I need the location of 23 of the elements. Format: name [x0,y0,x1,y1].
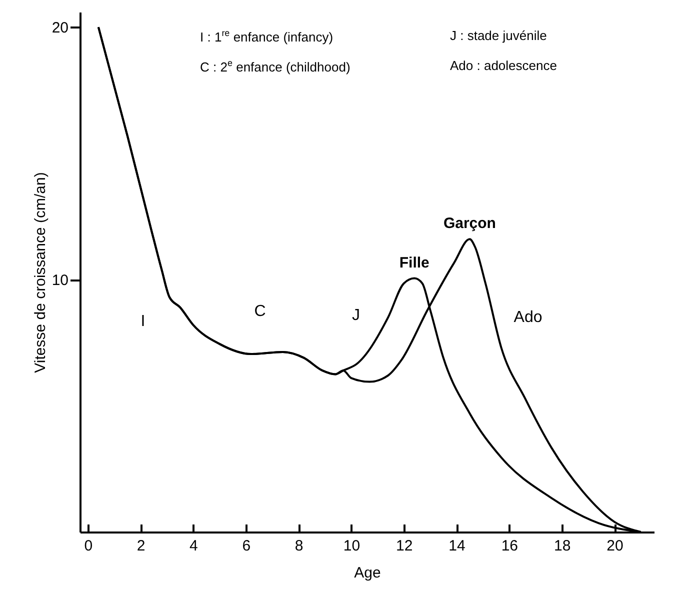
x-tick-label: 6 [242,538,251,554]
x-tick-label: 4 [190,538,198,554]
x-tick-label: 20 [606,538,624,554]
series-label: Garçon [443,215,496,232]
annotation: I : 1$^{re}$ enfance (infancy) [200,28,334,44]
annotation: J [352,307,360,325]
x-tick-label: 0 [84,538,93,554]
x-tick-label: 18 [554,538,571,554]
x-tick-label: 16 [501,538,518,554]
y-axis-title: Vitesse de croissance (cm/an) [32,172,49,373]
x-tick-label: 8 [294,538,304,554]
x-tick-label: 12 [396,538,413,554]
x-tick-label: 2 [136,538,146,554]
x-tick-label: 10 [343,538,360,554]
x-tick-label: 14 [448,538,466,554]
annotation: Ado [514,309,542,327]
annotation: C : 2$^{e}$ enfance (childhood) [200,58,352,75]
series-label: Fille [399,254,430,272]
annotation: C [254,303,266,321]
annotation: Ado : adolescence [450,58,558,75]
annotation: J : stade juvénile [450,28,548,44]
annotation: I [140,313,146,331]
x-axis-title: Age [354,564,381,582]
